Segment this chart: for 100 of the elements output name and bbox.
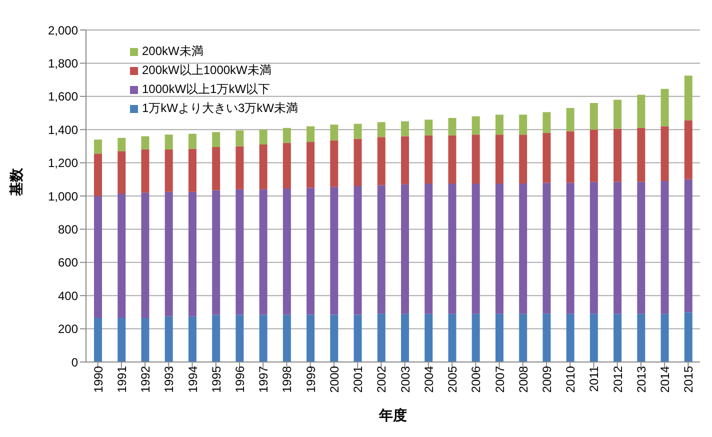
bar [306,188,315,315]
x-tick-label: 2008 [516,366,530,393]
bar [566,182,574,314]
bar [188,316,196,362]
bar [448,184,456,314]
bar [542,314,551,362]
bar [164,192,173,316]
x-tick-label: 2010 [564,366,578,393]
x-tick-label: 2006 [469,366,484,393]
bar [519,114,528,135]
bar [519,184,528,314]
bar [684,179,692,312]
bar [684,120,692,180]
y-tick-label: 1,400 [48,122,78,137]
bar [472,134,480,184]
bar [377,314,386,362]
bar [306,314,315,362]
bar [188,192,196,316]
x-tick-label: 2001 [351,366,366,393]
bar [306,126,315,142]
y-tick-label: 1,800 [48,56,78,70]
y-tick-label: 600 [58,256,78,270]
y-tick-label: 800 [58,222,78,236]
y-axis-title: 基数 [8,167,24,197]
x-tick-label: 2011 [587,366,602,392]
bar [519,134,528,184]
bar [282,128,291,143]
bar [118,318,126,362]
bar [377,137,386,186]
bar [94,154,102,196]
bar [354,314,362,362]
bar [401,121,409,136]
bar [542,132,551,183]
y-tick-label: 200 [58,322,78,336]
bar [330,140,338,187]
bar [330,314,338,362]
bar [684,312,692,362]
bar [424,314,433,362]
bar [590,182,598,314]
bar [118,151,126,194]
bar [614,314,622,362]
x-tick-label: 2015 [682,366,696,393]
x-tick-label: 1994 [186,366,200,393]
bar [306,142,315,188]
legend-label: 200kW以上1000kW未満 [142,62,272,79]
x-tick-label: 2013 [634,366,648,393]
bar [212,314,220,362]
y-tick-label: 400 [58,288,78,303]
bar [330,186,338,315]
bar [282,142,291,189]
y-tick-label: 1,600 [48,90,78,104]
bar [660,126,669,182]
bar [354,186,362,315]
bar [259,314,268,362]
bar [495,184,504,314]
y-tick-label: 1,000 [48,189,78,204]
bar [472,314,480,362]
bar [590,314,598,362]
bar [637,182,646,314]
bar [236,130,244,146]
bar [495,114,504,135]
x-tick-label: 1995 [209,366,224,393]
bar [448,314,456,362]
x-tick-label: 1992 [138,366,153,393]
x-tick-label: 1991 [114,366,129,393]
bar [188,148,196,192]
x-axis-title: 年度 [378,407,407,423]
bar [259,144,268,190]
bar [566,131,574,183]
legend-label: 200kW未満 [142,43,204,60]
bar [542,182,551,314]
bar [354,138,362,186]
x-tick-label: 1997 [256,366,271,393]
bar [236,146,244,190]
x-tick-label: 2003 [398,366,412,393]
bar [472,116,480,135]
bar [354,124,362,139]
bar [94,318,102,362]
y-tick-label: 2,000 [48,23,78,38]
bar [542,112,551,133]
bar [472,184,480,314]
bar [637,128,646,182]
x-tick-label: 1990 [91,366,106,393]
bar [259,130,268,145]
bar [212,190,220,315]
bar [330,124,338,140]
bar [164,134,173,150]
bar [566,108,574,132]
bar [660,181,669,314]
bar [236,189,244,315]
x-tick-label: 1998 [280,366,294,393]
legend-label: 1000kW以上1万kW以下 [142,81,270,98]
bar [377,122,386,138]
bar [519,314,528,362]
bar [188,134,196,149]
x-tick-label: 1999 [304,366,318,393]
bar [282,188,291,315]
bar [118,194,126,318]
bar [401,136,409,184]
x-tick-label: 2009 [540,366,554,393]
